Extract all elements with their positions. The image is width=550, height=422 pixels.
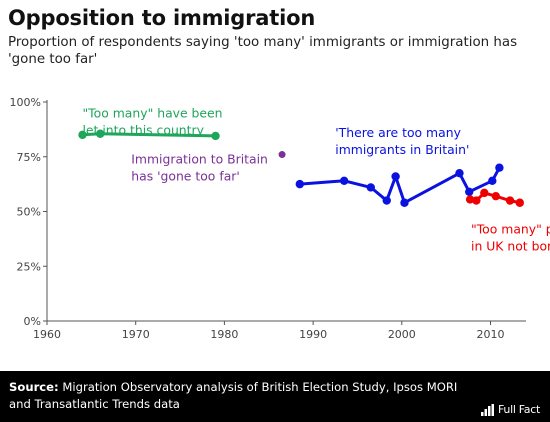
annotation-line: in UK not born here xyxy=(471,238,550,253)
series-gone-too-far xyxy=(278,151,286,159)
footer-bar: Source: Migration Observatory analysis o… xyxy=(0,371,550,422)
data-point-too-many-immigrants xyxy=(339,176,349,186)
annotation-not-born-here: "Too many" people living in UK not born h… xyxy=(471,221,550,253)
data-point-too-many-immigrants xyxy=(382,196,391,205)
source-label: Source: xyxy=(9,380,59,394)
x-tick-label: 2010 xyxy=(477,328,505,341)
data-point-gone-too-far xyxy=(278,151,286,159)
chart-series xyxy=(78,129,524,207)
chart-axes: 0% 25% 50% 75% 100% 1960 1970 1980 1990 2000 2010 xyxy=(10,96,526,341)
data-point-too-many-immigrants xyxy=(455,168,464,178)
annotation-line: 'There are too many xyxy=(335,125,461,140)
series-not-born-here xyxy=(465,188,524,207)
data-point-not-born-here xyxy=(465,195,475,204)
annotation-line: Immigration to Britain xyxy=(131,151,268,166)
annotation-line: "Too many" people living xyxy=(471,221,550,236)
data-point-too-many-immigrants xyxy=(488,176,497,186)
annotation-line: immigrants in Britain' xyxy=(335,142,469,157)
logo-text: Full Fact xyxy=(497,403,540,416)
chart-subtitle: Proportion of respondents saying 'too ma… xyxy=(8,35,518,67)
data-point-let-into-country xyxy=(78,130,87,140)
x-tick-label: 2000 xyxy=(388,328,416,341)
data-point-too-many-immigrants xyxy=(400,198,409,207)
x-tick-label: 1960 xyxy=(33,328,61,341)
data-point-not-born-here xyxy=(480,188,489,198)
source-text: Migration Observatory analysis of Britis… xyxy=(9,380,458,411)
data-point-not-born-here xyxy=(515,198,524,207)
y-tick-label: 100% xyxy=(10,96,41,109)
y-tick-label: 75% xyxy=(17,151,41,164)
source-note: Source: Migration Observatory analysis o… xyxy=(9,379,479,413)
annotation-line: let into this country xyxy=(82,122,203,137)
data-point-not-born-here xyxy=(491,191,501,201)
annotation-line: has 'gone too far' xyxy=(131,168,240,183)
data-point-not-born-here xyxy=(505,196,515,205)
series-line-too-many-immigrants xyxy=(299,166,501,205)
annotation-line: "Too many" have been xyxy=(82,105,222,120)
data-point-let-into-country xyxy=(211,131,220,141)
data-point-too-many-immigrants xyxy=(465,187,474,196)
series-too-many-immigrants xyxy=(295,163,504,207)
data-point-too-many-immigrants xyxy=(391,172,400,181)
data-point-let-into-country xyxy=(96,129,105,138)
full-fact-logo: Full Fact xyxy=(480,403,540,416)
annotation-let-into-country: "Too many" have been let into this countr… xyxy=(82,105,222,137)
x-tick-label: 1980 xyxy=(210,328,238,341)
data-point-too-many-immigrants xyxy=(366,183,375,192)
data-point-too-many-immigrants xyxy=(295,179,305,189)
data-point-not-born-here xyxy=(472,196,481,205)
y-tick-label: 50% xyxy=(17,206,41,219)
line-chart: 0%25%50%75%100%1960 1970 1980 1990 2000 2010 … xyxy=(10,96,550,341)
annotation-too-many-immigrants: 'There are too many immigrants in Britain… xyxy=(335,125,469,157)
x-tick-label: 1990 xyxy=(299,328,327,341)
data-point-too-many-immigrants xyxy=(495,163,504,172)
series-annotations: "Too many" have been let into this countr… xyxy=(82,105,550,253)
y-tick-label: 0% xyxy=(24,315,41,328)
series-let-into-country xyxy=(78,129,220,141)
logo-mark-icon xyxy=(480,403,494,416)
annotation-gone-too-far: Immigration to Britain has 'gone too far' xyxy=(131,151,268,183)
x-tick-label: 1970 xyxy=(122,328,150,341)
chart-title: Opposition to immigration xyxy=(8,6,316,30)
y-tick-label: 25% xyxy=(17,260,41,273)
